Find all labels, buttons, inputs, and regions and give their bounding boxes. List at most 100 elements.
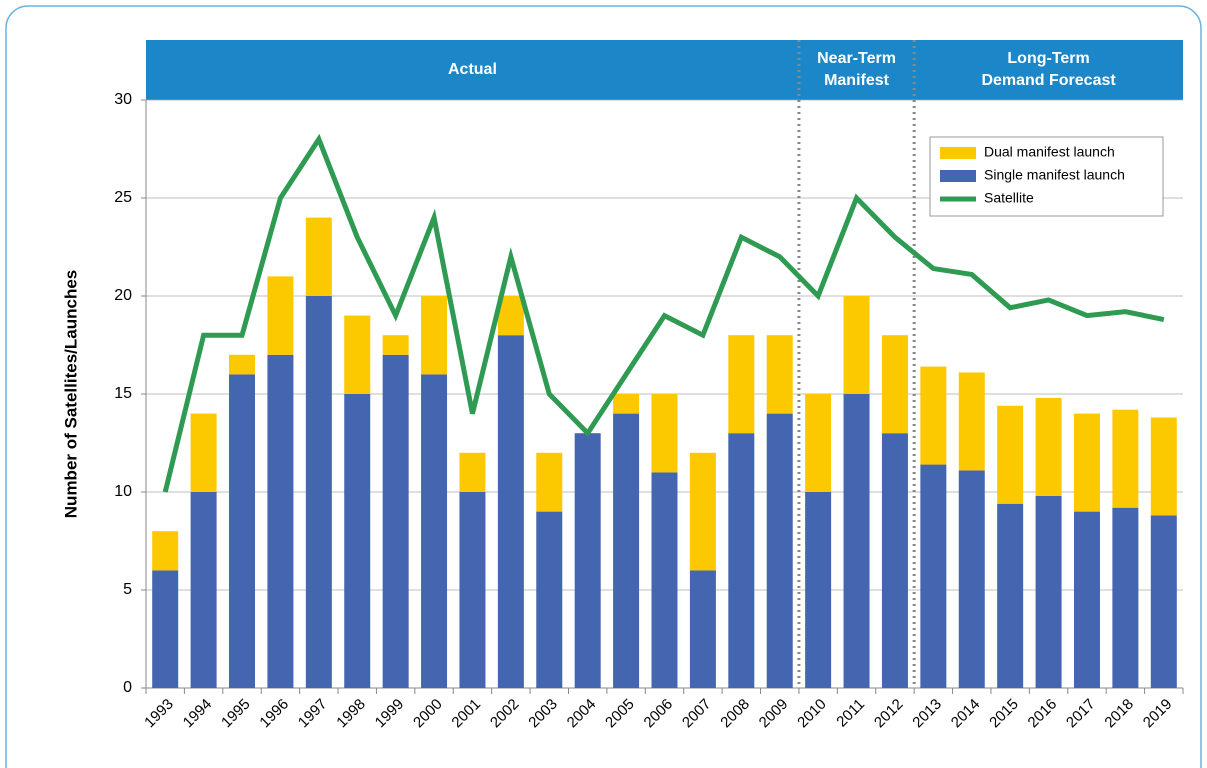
x-tick-label: 2008 bbox=[717, 696, 753, 732]
bar-segment bbox=[728, 335, 755, 434]
bar-segment bbox=[613, 394, 640, 414]
x-tick-label: 2007 bbox=[679, 696, 715, 732]
bar-segment bbox=[805, 394, 832, 492]
x-tick-label: 1995 bbox=[218, 696, 254, 732]
bar-segment bbox=[766, 413, 793, 688]
legend-label: Single manifest launch bbox=[984, 167, 1125, 183]
bar-segment bbox=[574, 433, 601, 688]
bar-segment bbox=[536, 452, 563, 512]
bar-segment bbox=[190, 492, 217, 688]
bar-segment bbox=[1035, 397, 1062, 496]
bar-segment bbox=[497, 335, 524, 688]
bar-segment bbox=[305, 217, 332, 296]
bar-segment bbox=[1150, 417, 1177, 516]
y-tick-label: 10 bbox=[114, 483, 132, 500]
x-tick-label: 2013 bbox=[909, 696, 945, 732]
y-tick-label: 30 bbox=[114, 91, 132, 108]
bar-segment bbox=[843, 394, 870, 688]
line-series bbox=[162, 133, 1165, 493]
bar-segment bbox=[881, 433, 908, 688]
x-tick-label: 2018 bbox=[1101, 696, 1137, 732]
bar-segment bbox=[267, 354, 294, 688]
section-label: Demand Forecast bbox=[981, 72, 1116, 89]
x-tick-label: 2006 bbox=[641, 696, 677, 732]
bar-segment bbox=[728, 433, 755, 688]
x-tick-label: 2019 bbox=[1140, 696, 1176, 732]
section-label: Actual bbox=[448, 61, 497, 78]
bar-segment bbox=[421, 296, 448, 375]
section-label: Manifest bbox=[824, 72, 890, 89]
x-tick-label: 1994 bbox=[180, 696, 216, 732]
y-axis-label: Number of Satellites/Launches bbox=[61, 270, 80, 518]
bar-segment bbox=[958, 470, 985, 688]
x-tick-label: 1998 bbox=[333, 696, 369, 732]
x-tick-label: 2001 bbox=[448, 696, 484, 732]
bar-segment bbox=[459, 452, 486, 492]
bar-segment bbox=[1150, 515, 1177, 688]
bar-segment bbox=[651, 394, 678, 473]
y-tick-label: 5 bbox=[123, 581, 132, 598]
y-tick-label: 15 bbox=[114, 385, 132, 402]
x-tick-label: 2005 bbox=[602, 696, 638, 732]
bar-segment bbox=[229, 374, 256, 688]
bar-segment bbox=[1035, 495, 1062, 688]
section-label: Near-Term bbox=[817, 50, 896, 67]
bar-segment bbox=[190, 413, 217, 492]
x-tick-label: 2004 bbox=[564, 696, 600, 732]
bar-segment bbox=[997, 503, 1024, 688]
bar-segment bbox=[613, 413, 640, 688]
legend-swatch bbox=[940, 147, 976, 159]
bar-segment bbox=[651, 472, 678, 688]
x-tick-label: 2003 bbox=[525, 696, 561, 732]
bar-segment bbox=[920, 464, 947, 688]
legend-swatch bbox=[940, 170, 976, 182]
x-tick-label: 1997 bbox=[295, 696, 331, 732]
bar-segment bbox=[805, 492, 832, 688]
bar-segment bbox=[920, 366, 947, 465]
legend-label: Satellite bbox=[984, 190, 1034, 206]
x-tick-label: 1999 bbox=[372, 696, 408, 732]
header-band bbox=[146, 40, 1183, 100]
bar-segment bbox=[152, 570, 179, 688]
bar-segment bbox=[689, 570, 716, 688]
x-tick-label: 1996 bbox=[256, 696, 292, 732]
bar-segment bbox=[958, 372, 985, 471]
bar-segment bbox=[152, 531, 179, 571]
x-tick-label: 2015 bbox=[986, 696, 1022, 732]
bar-segment bbox=[689, 452, 716, 571]
y-tick-label: 20 bbox=[114, 287, 132, 304]
x-tick-label: 2002 bbox=[487, 696, 523, 732]
y-tick-label: 25 bbox=[114, 189, 132, 206]
x-tick-label: 2009 bbox=[756, 696, 792, 732]
bar-segment bbox=[344, 394, 371, 688]
bar-segment bbox=[459, 492, 486, 688]
x-tick-label: 2016 bbox=[1025, 696, 1061, 732]
x-tick-label: 2010 bbox=[794, 696, 830, 732]
bar-segment bbox=[1112, 409, 1139, 508]
x-tick-label: 2011 bbox=[833, 696, 868, 731]
bar-segment bbox=[881, 335, 908, 434]
x-tick-label: 2017 bbox=[1063, 696, 1099, 732]
bar-segment bbox=[344, 315, 371, 394]
bar-segment bbox=[1073, 511, 1100, 688]
bar-segment bbox=[536, 511, 563, 688]
x-tick-label: 1993 bbox=[141, 696, 177, 732]
bar-segment bbox=[766, 335, 793, 414]
bar-segment bbox=[1073, 413, 1100, 512]
bar-segment bbox=[382, 335, 409, 355]
bar-segment bbox=[382, 354, 409, 688]
x-tick-label: 2000 bbox=[410, 696, 446, 732]
y-tick-label: 0 bbox=[123, 679, 132, 696]
section-label: Long-Term bbox=[1007, 50, 1089, 67]
bar-segment bbox=[843, 296, 870, 394]
legend-label: Dual manifest launch bbox=[984, 144, 1115, 160]
bar-segment bbox=[1112, 507, 1139, 688]
bar-segment bbox=[421, 374, 448, 688]
x-tick-label: 2014 bbox=[948, 696, 984, 732]
frame bbox=[5, 5, 1202, 768]
bar-segment bbox=[229, 354, 256, 375]
bar-segment bbox=[997, 405, 1024, 504]
bar-segment bbox=[305, 296, 332, 688]
x-tick-label: 2012 bbox=[871, 696, 907, 732]
